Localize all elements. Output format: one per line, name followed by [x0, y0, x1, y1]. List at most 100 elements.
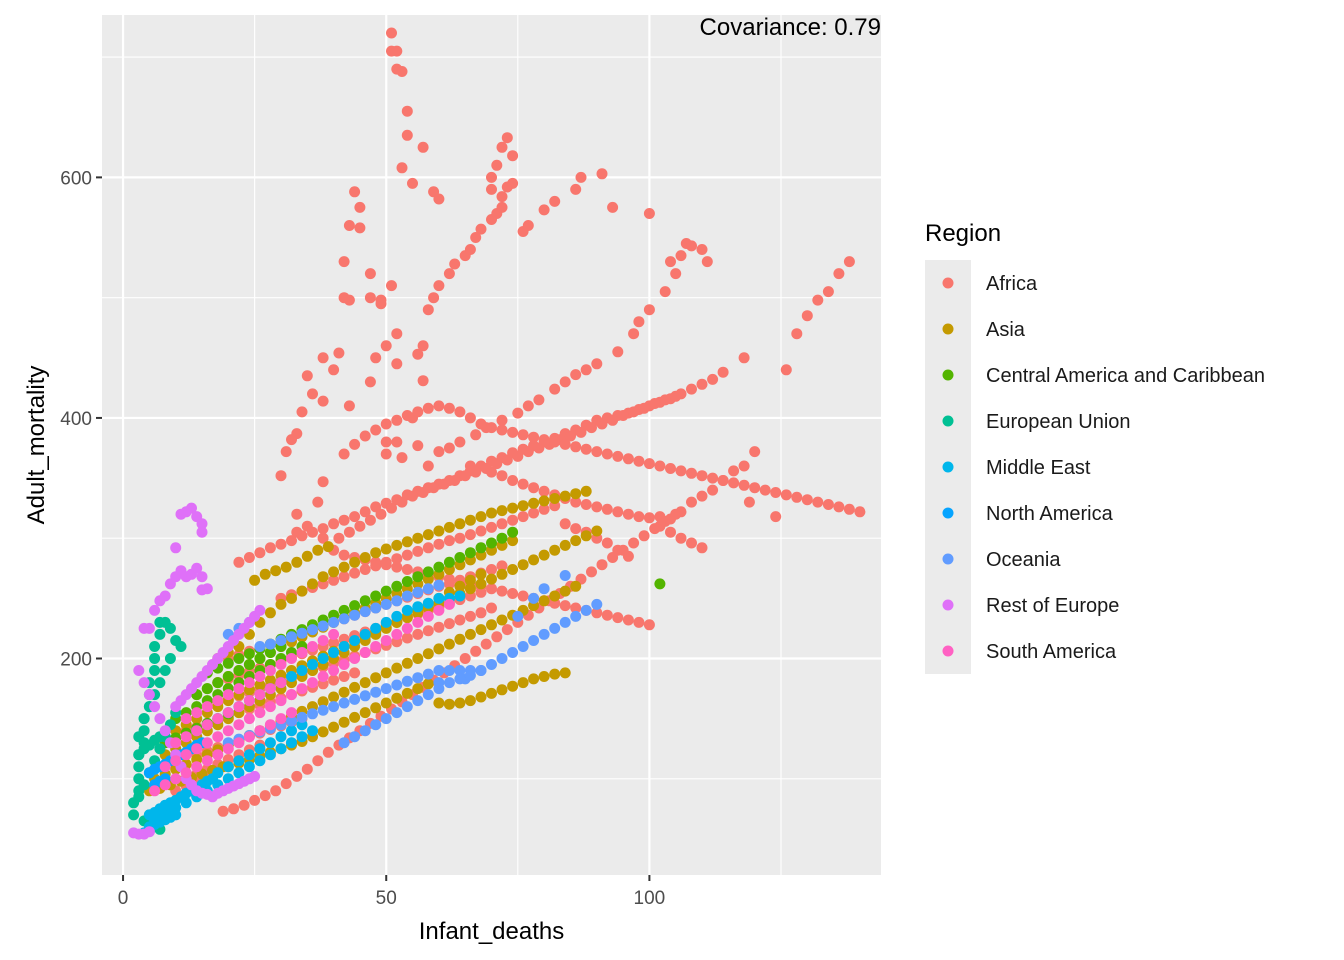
- point-south-america: [170, 737, 182, 749]
- point-middle-east: [212, 767, 224, 779]
- point-european-union: [128, 809, 140, 821]
- y-tick-label: 400: [60, 409, 92, 430]
- point-africa: [533, 394, 545, 406]
- point-south-america: [433, 604, 445, 616]
- point-european-union: [133, 791, 145, 803]
- point-south-america: [233, 701, 245, 713]
- point-central-america-and-caribbean: [233, 653, 245, 664]
- point-africa: [401, 105, 413, 117]
- point-africa: [417, 487, 429, 498]
- point-middle-east: [412, 601, 424, 613]
- point-oceania: [538, 583, 550, 595]
- point-africa: [475, 525, 487, 537]
- point-africa: [380, 436, 392, 448]
- point-africa: [670, 268, 682, 280]
- point-africa: [517, 478, 529, 490]
- y-axis-title: Adult_mortality: [23, 366, 50, 525]
- point-africa: [338, 549, 350, 561]
- point-asia: [538, 595, 550, 607]
- point-european-union: [149, 641, 161, 652]
- point-european-union: [154, 628, 166, 640]
- point-oceania: [338, 737, 350, 749]
- point-asia: [570, 580, 582, 592]
- y-tick-label: 200: [60, 649, 92, 670]
- x-tick-label: 100: [634, 888, 666, 909]
- point-oceania: [286, 715, 297, 727]
- point-africa: [359, 564, 371, 575]
- point-asia: [559, 490, 571, 502]
- point-africa: [491, 159, 503, 171]
- point-africa: [559, 376, 571, 388]
- point-oceania: [512, 610, 524, 622]
- point-africa: [675, 465, 687, 477]
- point-africa: [312, 755, 324, 767]
- point-africa: [443, 402, 455, 414]
- point-africa: [559, 438, 571, 450]
- point-africa: [391, 561, 403, 573]
- point-africa: [386, 502, 397, 514]
- point-africa: [307, 388, 318, 400]
- legend-title: Region: [925, 220, 1001, 247]
- point-africa: [854, 506, 866, 518]
- point-asia: [475, 624, 487, 636]
- point-asia: [412, 683, 424, 695]
- point-middle-east: [338, 641, 350, 652]
- point-asia: [464, 695, 476, 707]
- point-africa: [301, 370, 313, 382]
- point-africa: [349, 667, 361, 679]
- point-asia: [517, 500, 529, 512]
- point-africa: [501, 624, 513, 636]
- point-africa: [675, 250, 687, 262]
- point-africa: [275, 538, 287, 550]
- point-africa: [480, 463, 492, 474]
- point-oceania: [307, 624, 318, 636]
- point-africa: [707, 472, 719, 484]
- point-south-america: [180, 713, 192, 725]
- point-south-america: [212, 713, 224, 725]
- point-africa: [696, 542, 708, 554]
- point-africa: [343, 294, 355, 306]
- point-asia: [454, 633, 466, 645]
- point-africa: [812, 496, 824, 508]
- point-asia: [528, 554, 540, 566]
- point-africa: [486, 583, 497, 595]
- point-asia: [370, 702, 382, 714]
- point-oceania: [433, 665, 445, 676]
- point-africa: [559, 600, 571, 612]
- point-oceania: [296, 627, 308, 639]
- point-central-america-and-caribbean: [370, 590, 382, 602]
- point-asia: [549, 668, 561, 680]
- point-asia: [359, 707, 371, 719]
- point-south-america: [159, 761, 171, 773]
- point-rest-of-europe: [159, 725, 171, 737]
- point-africa: [470, 645, 482, 657]
- point-asia: [538, 549, 550, 561]
- point-africa: [738, 479, 750, 491]
- point-africa: [454, 532, 466, 544]
- point-africa: [675, 532, 687, 544]
- point-africa: [517, 429, 529, 441]
- point-asia: [391, 692, 403, 704]
- point-middle-east: [275, 743, 287, 755]
- point-africa: [307, 526, 318, 538]
- point-asia: [454, 697, 466, 709]
- point-south-america: [286, 653, 297, 664]
- point-oceania: [580, 604, 592, 616]
- point-africa: [243, 552, 255, 563]
- point-africa: [528, 507, 540, 519]
- point-european-union: [133, 761, 145, 773]
- point-asia: [391, 539, 403, 551]
- point-south-america: [170, 773, 182, 785]
- point-africa: [486, 521, 497, 533]
- point-south-america: [275, 659, 287, 670]
- point-european-union: [133, 731, 145, 743]
- point-africa: [322, 746, 334, 758]
- point-africa: [396, 496, 408, 508]
- point-africa: [338, 514, 350, 526]
- point-central-america-and-caribbean: [212, 677, 224, 689]
- point-africa: [391, 414, 403, 426]
- point-asia: [507, 535, 519, 547]
- point-asia: [486, 573, 497, 585]
- point-asia: [280, 561, 292, 573]
- point-asia: [322, 541, 334, 553]
